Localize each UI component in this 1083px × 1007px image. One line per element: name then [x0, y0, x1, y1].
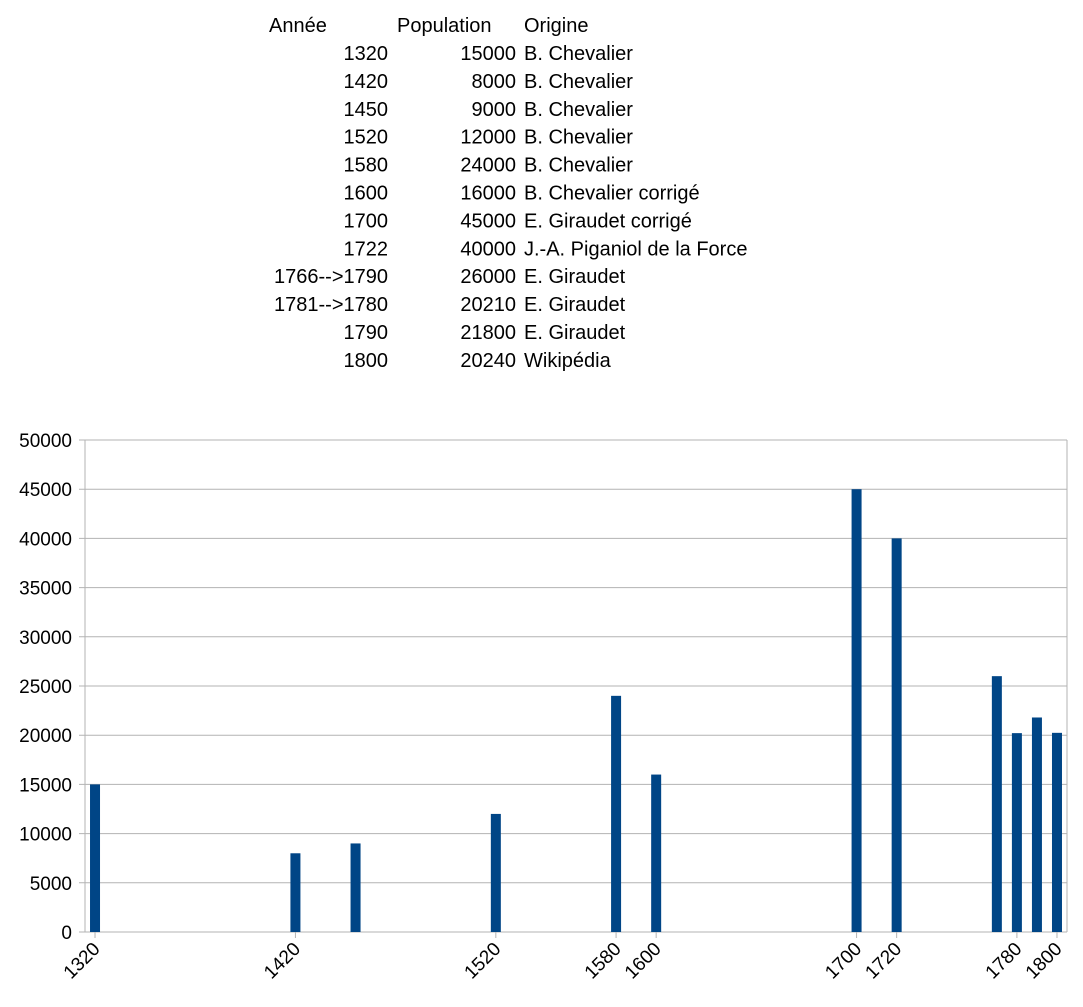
- table-cell-population: 8000: [472, 71, 517, 93]
- y-tick-label: 20000: [19, 726, 72, 747]
- table-cell-origin: B. Chevalier: [524, 99, 633, 121]
- x-tick-label: 1700: [821, 939, 866, 984]
- x-tick-label: 1600: [621, 939, 666, 984]
- table-cell-population: 12000: [460, 127, 516, 149]
- table-cell-year: 1800: [344, 350, 389, 372]
- table-cell-origin: B. Chevalier: [524, 43, 633, 65]
- bar: [1031, 717, 1042, 932]
- table-cell-year: 1790: [344, 322, 389, 344]
- table-cell-year: 1320: [344, 43, 389, 65]
- bar: [891, 538, 902, 932]
- y-tick-label: 40000: [19, 529, 72, 550]
- bar: [991, 676, 1002, 932]
- y-tick-label: 25000: [19, 677, 72, 698]
- table-cell-population: 24000: [460, 155, 516, 177]
- table-cell-origin: E. Giraudet: [524, 266, 626, 288]
- table-cell-origin: B. Chevalier: [524, 155, 633, 177]
- bar: [1011, 733, 1022, 932]
- table-cell-population: 45000: [460, 210, 516, 232]
- x-tick-label: 1800: [1022, 939, 1067, 984]
- table-cell-year: 1450: [344, 99, 389, 121]
- table-header: Origine: [524, 15, 588, 37]
- x-tick-label: 1420: [260, 939, 305, 984]
- bar: [651, 774, 662, 932]
- y-tick-label: 0: [61, 923, 72, 944]
- table-header: Année: [269, 15, 327, 37]
- x-tick-label: 1580: [581, 939, 626, 984]
- table-header: Population: [397, 15, 492, 37]
- y-tick-label: 45000: [19, 480, 72, 501]
- x-tick-label: 1520: [461, 939, 506, 984]
- y-tick-label: 5000: [30, 874, 72, 895]
- bar: [490, 813, 501, 932]
- table-cell-year: 1722: [344, 238, 389, 260]
- table-cell-year: 1766-->1790: [274, 266, 388, 288]
- table-cell-population: 20240: [460, 350, 516, 372]
- table-cell-year: 1781-->1780: [274, 294, 388, 316]
- table-cell-origin: E. Giraudet: [524, 294, 626, 316]
- table-cell-population: 26000: [460, 266, 516, 288]
- bar: [90, 784, 101, 932]
- bar: [851, 489, 862, 932]
- table-cell-population: 40000: [460, 238, 516, 260]
- bar: [350, 843, 361, 932]
- table-cell-origin: E. Giraudet: [524, 322, 626, 344]
- x-tick-label: 1780: [982, 939, 1027, 984]
- table-cell-origin: B. Chevalier: [524, 71, 633, 93]
- y-tick-label: 10000: [19, 825, 72, 846]
- table-cell-year: 1420: [344, 71, 389, 93]
- y-tick-label: 15000: [19, 775, 72, 796]
- table-cell-population: 21800: [460, 322, 516, 344]
- table-cell-origin: J.-A. Piganiol de la Force: [524, 238, 747, 260]
- table-cell-population: 16000: [460, 183, 516, 205]
- table-cell-origin: B. Chevalier: [524, 127, 633, 149]
- table-cell-origin: E. Giraudet corrigé: [524, 210, 692, 232]
- table-cell-year: 1520: [344, 127, 389, 149]
- table-cell-origin: Wikipédia: [524, 350, 612, 372]
- table-cell-origin: B. Chevalier corrigé: [524, 183, 700, 205]
- table-cell-population: 9000: [472, 99, 517, 121]
- y-tick-label: 30000: [19, 628, 72, 649]
- table-cell-population: 20210: [460, 294, 516, 316]
- x-tick-label: 1720: [861, 939, 906, 984]
- table-cell-year: 1580: [344, 155, 389, 177]
- table-cell-year: 1700: [344, 210, 389, 232]
- table-cell-year: 1600: [344, 183, 389, 205]
- bar: [290, 853, 301, 932]
- y-tick-label: 50000: [19, 431, 72, 452]
- bar: [611, 695, 622, 932]
- table-cell-population: 15000: [460, 43, 516, 65]
- bar: [1051, 732, 1062, 932]
- y-tick-label: 35000: [19, 579, 72, 600]
- x-tick-label: 1320: [60, 939, 105, 984]
